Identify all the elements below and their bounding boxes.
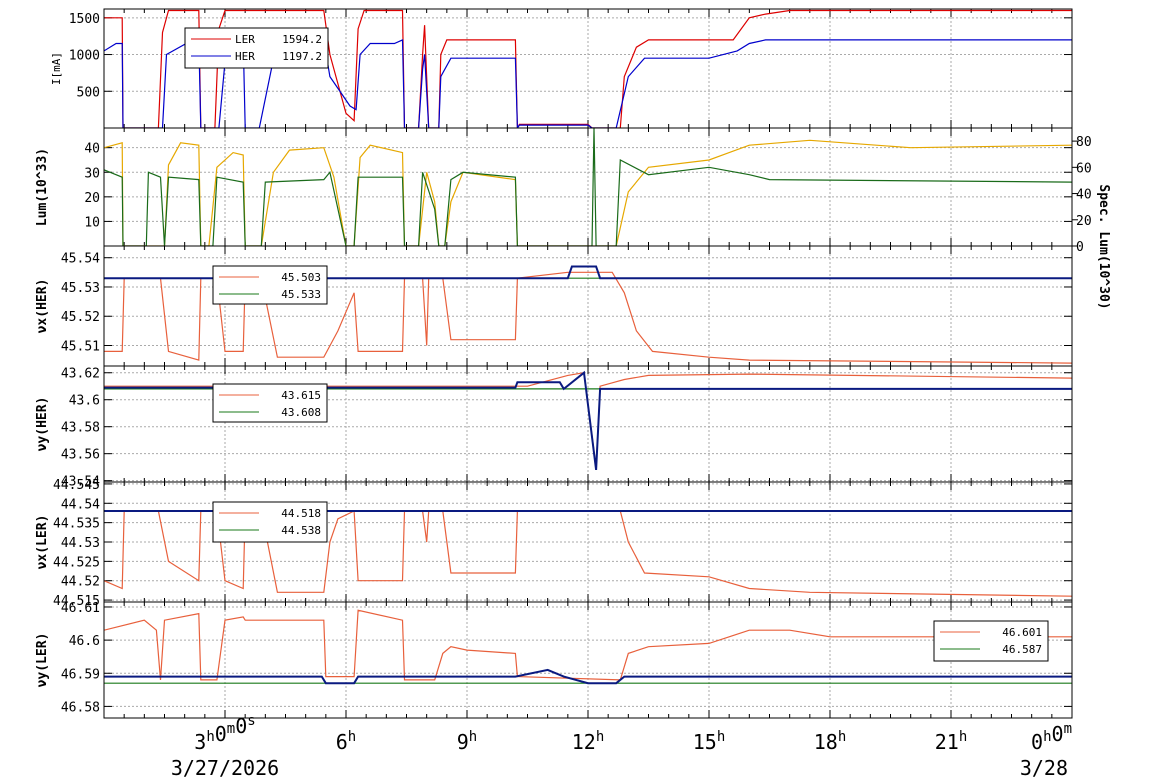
series-line-blue: [104, 668, 1072, 685]
legend-box: [212, 383, 328, 423]
series-line-red: [104, 609, 1072, 681]
panel-4: 43.5443.5643.5843.643.62νy(HER)43.61543.…: [35, 365, 1073, 490]
legend-box: [933, 620, 1049, 662]
legend-value: 45.503: [281, 271, 321, 284]
y-tick-label: 43.54: [61, 475, 100, 490]
legend: 45.503 45.533: [212, 265, 328, 305]
y-tick-label: 46.61: [61, 601, 100, 616]
legend: 43.615 43.608: [212, 383, 328, 423]
y-tick-label: 46.58: [61, 700, 100, 715]
y-right-tick-label: 60: [1076, 161, 1092, 176]
y-tick-label: 43.56: [61, 448, 100, 463]
series-line-blue: [104, 370, 1072, 471]
y-tick-label: 20: [84, 191, 100, 206]
y-tick-label: 43.62: [61, 367, 100, 382]
y-tick-label: 44.515: [53, 594, 100, 609]
series-line-yellow: [104, 139, 1072, 246]
series-line-HER: [104, 38, 1072, 128]
x-tick-label: 0h0m: [1031, 721, 1072, 754]
y-tick-label: 1000: [69, 49, 100, 64]
legend-name: LER: [235, 33, 255, 46]
y-axis-title: νx(LER): [35, 515, 50, 570]
y-right-tick-label: 20: [1076, 214, 1092, 229]
y-tick-label: 46.6: [69, 634, 100, 649]
legend-value: 44.518: [281, 507, 321, 520]
x-date-right: 3/28: [1020, 756, 1068, 780]
y-tick-label: 44.525: [53, 555, 100, 570]
legend-value: 46.601: [1002, 626, 1042, 639]
x-tick-label: 3h0m0s: [194, 713, 255, 754]
legend-box: [212, 501, 328, 543]
panel-2: 10 20 30 40 0 20 40 60 80 Spec. Lum(10^30) Lum(10^…: [35, 127, 1111, 310]
y-tick-label: 45.52: [61, 310, 100, 325]
y-axis-title: νx(HER): [35, 279, 50, 334]
y-tick-label: 43.6: [69, 394, 100, 409]
series-line-blue: [104, 265, 1072, 280]
y-tick-label: 44.54: [61, 497, 100, 512]
panel-5: 44.515 44.52 44.525 44.53 44.535 44.54 44.545 ν…: [35, 478, 1073, 609]
x-tick-label: 15h: [693, 729, 726, 754]
y-axis-title: I[mA]: [50, 52, 63, 85]
legend: 44.518 44.538: [212, 501, 328, 543]
legend-box: [212, 265, 328, 305]
legend-value: 45.533: [281, 288, 321, 301]
x-tick-label: 12h: [572, 729, 605, 754]
y-tick-label: 45.54: [61, 252, 100, 267]
y-tick-label: 40: [84, 142, 100, 157]
series-line-red: [104, 271, 1072, 364]
y-right-tick-label: 0: [1076, 240, 1084, 255]
x-date-left: 3/27/2026: [171, 756, 279, 780]
legend-value: 46.587: [1002, 643, 1042, 656]
panel-frame: [103, 601, 1073, 719]
legend-value: 43.608: [281, 406, 321, 419]
y-tick-label: 44.535: [53, 517, 100, 532]
y-tick-label: 1500: [69, 12, 100, 27]
y-tick-label: 500: [77, 85, 100, 100]
x-tick-label: 18h: [814, 729, 847, 754]
x-tick-label: 6h: [336, 729, 356, 754]
x-tick-label: 21h: [935, 729, 968, 754]
y-right-tick-label: 80: [1076, 135, 1092, 150]
y-tick-label: 44.545: [53, 478, 100, 493]
y-tick-label: 10: [84, 215, 100, 230]
y-tick-label: 44.52: [61, 575, 100, 590]
legend-value: 1197.2: [282, 50, 322, 63]
y-tick-label: 46.59: [61, 667, 100, 682]
legend-value: 1594.2: [282, 33, 322, 46]
x-tick-label: 9h: [457, 729, 477, 754]
series-line-green: [104, 128, 1072, 246]
y-tick-label: 30: [84, 166, 100, 181]
panel-1: 500 1000 1500 I[mA] LER 1594.2 HER 1197.2: [50, 8, 1073, 129]
legend: 46.601 46.587: [933, 620, 1049, 662]
y-axis-title: Lum(10^33): [35, 148, 50, 226]
legend: LER 1594.2 HER 1197.2: [184, 27, 329, 69]
series-line-red: [104, 510, 1072, 597]
legend-value: 44.538: [281, 524, 321, 537]
panel-6: 46.58 46.59 46.6 46.61 νy(LER) 46.601 46.587: [35, 601, 1073, 719]
y-tick-label: 44.53: [61, 536, 100, 551]
panel-3: 45.51 45.52 45.53 45.54 νx(HER) 45.503 45.533: [35, 245, 1073, 367]
y-tick-label: 43.58: [61, 421, 100, 436]
legend-value: 43.615: [281, 389, 321, 402]
y-tick-label: 45.51: [61, 340, 100, 355]
legend-name: HER: [235, 50, 255, 63]
legend-box: [184, 27, 329, 69]
y-axis-title: νy(LER): [35, 633, 50, 688]
y-right-tick-label: 40: [1076, 188, 1092, 203]
y-axis-title-right: Spec. Lum(10^30): [1096, 184, 1111, 309]
y-tick-label: 45.53: [61, 281, 100, 296]
y-axis-title: νy(HER): [35, 397, 50, 452]
